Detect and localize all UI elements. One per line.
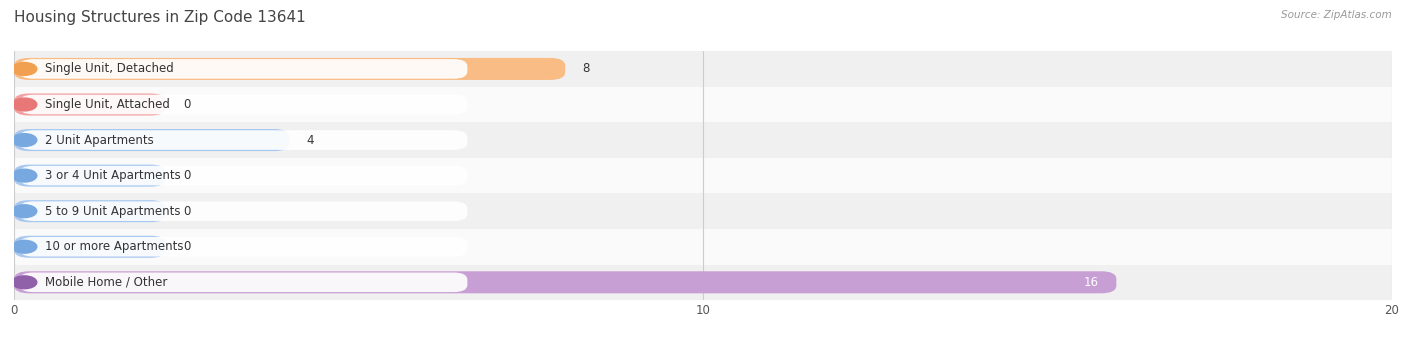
Circle shape	[13, 62, 37, 75]
Text: 10 or more Apartments: 10 or more Apartments	[45, 240, 184, 253]
Circle shape	[13, 169, 37, 182]
Circle shape	[13, 134, 37, 146]
Text: 3 or 4 Unit Apartments: 3 or 4 Unit Apartments	[45, 169, 181, 182]
FancyBboxPatch shape	[14, 58, 565, 80]
Bar	[14, 87, 1392, 122]
Bar	[14, 193, 1392, 229]
Circle shape	[13, 205, 37, 218]
FancyBboxPatch shape	[20, 95, 467, 114]
Circle shape	[13, 276, 37, 289]
Text: 0: 0	[183, 240, 190, 253]
FancyBboxPatch shape	[14, 129, 290, 151]
Bar	[14, 265, 1392, 300]
Text: 0: 0	[183, 98, 190, 111]
Text: 8: 8	[582, 62, 589, 75]
Bar	[14, 51, 1392, 87]
FancyBboxPatch shape	[20, 166, 467, 186]
Text: 16: 16	[1084, 276, 1099, 289]
Text: Mobile Home / Other: Mobile Home / Other	[45, 276, 167, 289]
Circle shape	[13, 240, 37, 253]
FancyBboxPatch shape	[20, 202, 467, 221]
FancyBboxPatch shape	[20, 237, 467, 256]
FancyBboxPatch shape	[14, 271, 1116, 293]
Text: 2 Unit Apartments: 2 Unit Apartments	[45, 134, 153, 147]
Text: Single Unit, Attached: Single Unit, Attached	[45, 98, 170, 111]
Text: Housing Structures in Zip Code 13641: Housing Structures in Zip Code 13641	[14, 10, 307, 25]
FancyBboxPatch shape	[20, 59, 467, 79]
FancyBboxPatch shape	[20, 272, 467, 292]
FancyBboxPatch shape	[14, 236, 166, 258]
Bar	[14, 158, 1392, 193]
Text: 0: 0	[183, 205, 190, 218]
FancyBboxPatch shape	[14, 200, 166, 222]
Circle shape	[13, 98, 37, 111]
Text: 0: 0	[183, 169, 190, 182]
Bar	[14, 122, 1392, 158]
Text: 5 to 9 Unit Apartments: 5 to 9 Unit Apartments	[45, 205, 180, 218]
FancyBboxPatch shape	[20, 130, 467, 150]
Text: Single Unit, Detached: Single Unit, Detached	[45, 62, 174, 75]
Bar	[14, 229, 1392, 265]
FancyBboxPatch shape	[14, 93, 166, 116]
FancyBboxPatch shape	[14, 165, 166, 187]
Text: 4: 4	[307, 134, 315, 147]
Text: Source: ZipAtlas.com: Source: ZipAtlas.com	[1281, 10, 1392, 20]
